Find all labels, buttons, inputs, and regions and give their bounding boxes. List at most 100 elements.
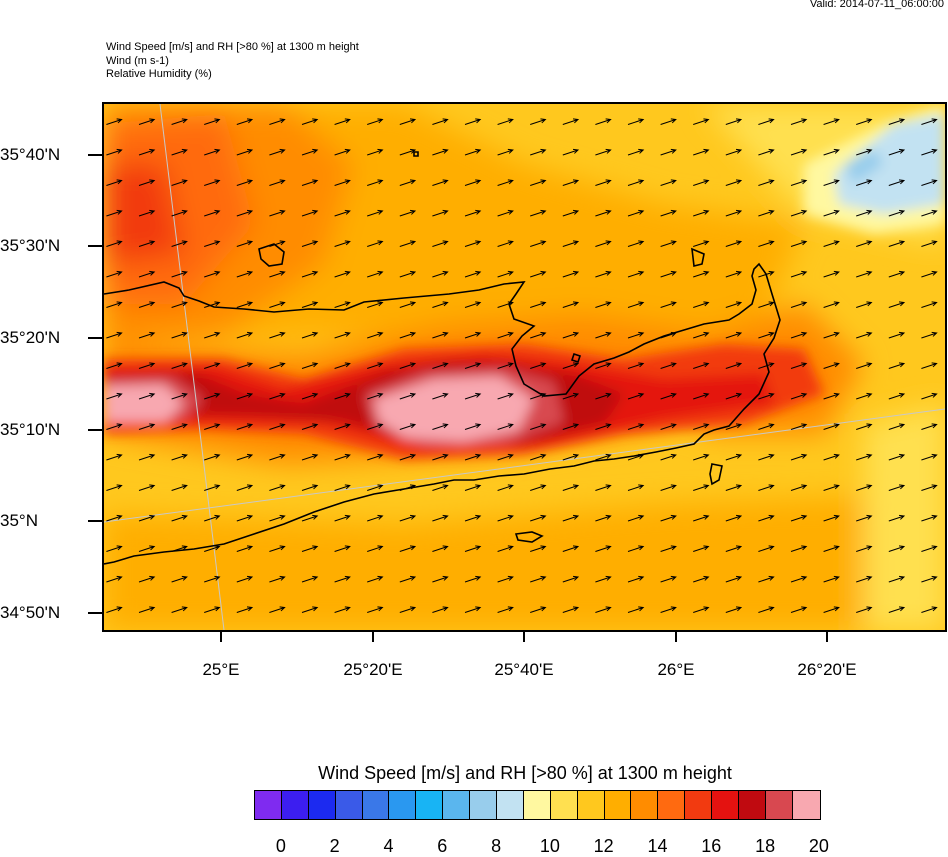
wind-arrow [790,484,808,491]
wind-arrow [464,270,482,278]
wind-arrow [758,575,775,583]
wind-arrow [301,606,319,613]
wind-arrow [562,270,580,278]
wind-arrow [888,606,906,613]
wind-arrow [725,392,743,400]
wind-arrow [334,362,351,369]
wind-arrow [432,179,449,186]
wind-arrow [725,331,743,339]
wind-arrow [171,606,188,613]
wind-arrow [269,484,286,491]
wind-arrow [693,575,710,583]
wind-arrow [660,209,677,217]
wind-arrow [530,179,547,186]
wind-arrow [464,453,482,461]
wind-arrow [432,301,449,308]
wind-arrow [334,240,351,247]
y-tick [88,520,102,522]
wind-arrow [921,606,938,613]
wind-arrow [106,606,123,613]
wind-arrow [921,301,938,308]
wind-arrow [693,545,710,552]
wind-arrow [269,514,286,522]
wind-arrow [888,118,906,125]
wind-arrow [399,179,417,186]
wind-arrow [595,240,612,247]
lat-label: 35°30'N [0,236,61,255]
wind-arrow [269,240,286,247]
wind-arrow [562,453,580,461]
wind-arrow [301,575,319,583]
wind-arrow [758,179,775,186]
wind-arrow [725,148,743,156]
map-svg [104,104,945,630]
wind-arrow [106,575,123,583]
wind-arrow [204,423,221,430]
wind-arrow [301,209,319,217]
wind-arrow [301,270,319,278]
y-tick [88,337,102,339]
wind-arrow [790,606,808,613]
wind-arrow [921,514,938,522]
wind-arrow [660,484,677,491]
colorbar-swatch [685,791,713,819]
wind-arrow [595,270,612,278]
wind-arrow [171,423,188,430]
wind-arrow [693,148,710,156]
wind-arrow [106,301,123,308]
wind-arrow [236,514,254,522]
wind-arrow [367,423,384,430]
wind-arrow [204,545,221,552]
wind-arrow [106,392,123,400]
wind-arrow [790,179,808,186]
wind-arrow [171,148,188,156]
title-line-2: Wind (m s-1) [106,54,169,67]
wind-arrow [236,453,254,461]
wind-arrow [464,606,482,613]
wind-arrow [106,484,123,491]
wind-arrow [106,240,123,247]
valid-time: Valid: 2014-07-11_06:00:00 [809,0,944,10]
wind-arrow [856,362,873,369]
wind-arrow [204,362,221,369]
wind-arrow [856,301,873,308]
wind-arrow [790,362,808,369]
wind-arrow [562,118,580,125]
wind-arrow [106,514,123,522]
wind-arrow [497,362,514,369]
wind-arrow [693,240,710,247]
wind-arrow [301,331,319,339]
wind-arrow [921,270,938,278]
wind-arrow [595,301,612,308]
wind-arrow [790,301,808,308]
wind-arrow [758,270,775,278]
wind-arrow [367,514,384,522]
wind-arrow [432,362,449,369]
wind-arrow [725,179,743,186]
colorbar-swatch [281,791,309,819]
wind-arrow [204,514,221,522]
wind-arrow [432,270,449,278]
wind-arrow [660,118,677,125]
wind-arrow [269,453,286,461]
wind-arrow [888,545,906,552]
wind-arrow [856,240,873,247]
wind-arrows [106,118,938,613]
wind-arrow [888,484,906,491]
wind-arrow [823,362,840,369]
wind-arrow [399,118,417,125]
wind-arrow [367,270,384,278]
wind-arrow [921,545,938,552]
wind-arrow [171,301,188,308]
wind-arrow [106,118,123,125]
y-tick [88,429,102,431]
lon-label: 26°E [657,660,695,679]
wind-arrow [171,484,188,491]
wind-arrow [725,270,743,278]
wind-arrow [236,575,254,583]
wind-arrow [138,331,156,339]
wind-arrow [367,331,384,339]
colorbar-swatch [604,791,632,819]
x-tick [523,632,525,642]
wind-arrow [562,209,580,217]
